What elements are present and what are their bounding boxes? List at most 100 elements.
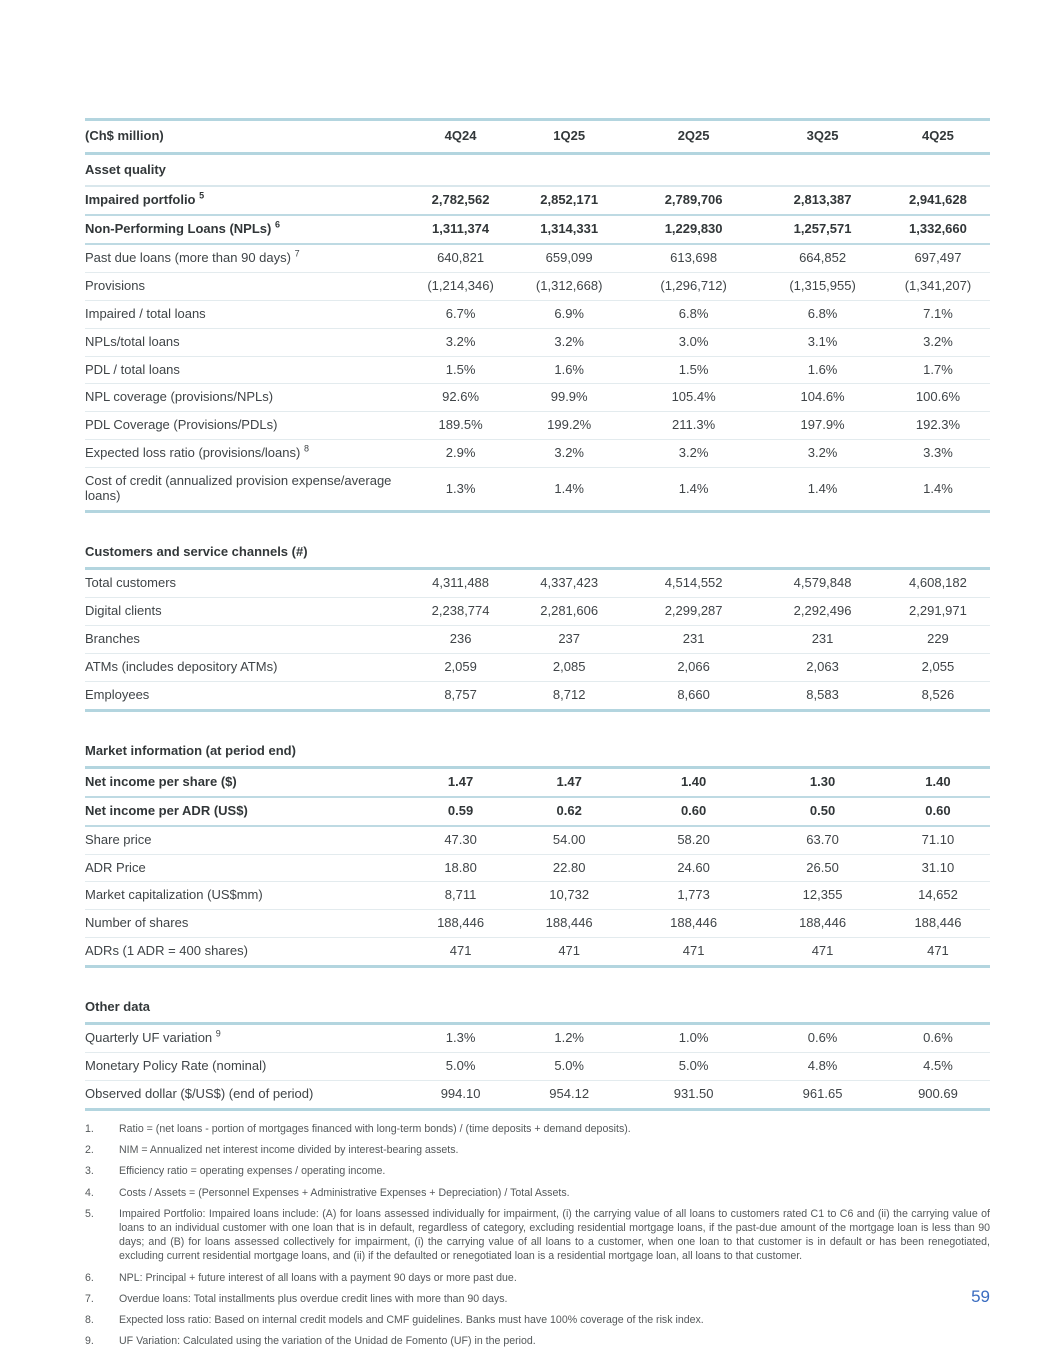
table-row: Provisions (1,214,346) (1,312,668) (1,296,7… bbox=[85, 272, 990, 301]
cell-value: 1.6% bbox=[510, 356, 628, 385]
table-row: Employees 8,757 8,712 8,660 8,583 8,526 bbox=[85, 681, 990, 712]
cell-value: 0.50 bbox=[759, 796, 886, 827]
cell-value: 31.10 bbox=[885, 854, 990, 883]
row-label: Impaired / total loans bbox=[85, 300, 411, 329]
cell-value: 231 bbox=[759, 625, 886, 654]
footnote: 1. Ratio = (net loans - portion of mortga… bbox=[85, 1122, 990, 1136]
table-row: Total customers 4,311,488 4,337,423 4,514,5… bbox=[85, 568, 990, 598]
table-row: Quarterly UF variation 9 1.3% 1.2% 1.0% 0.6%… bbox=[85, 1023, 990, 1054]
row-label: ADR Price bbox=[85, 854, 411, 883]
cell-value: 1,332,660 bbox=[885, 214, 990, 245]
cell-value: 12,355 bbox=[759, 881, 886, 911]
cell-value: 24.60 bbox=[628, 854, 760, 883]
cell-value: 199.2% bbox=[510, 411, 628, 441]
section-title-row: Customers and service channels (#) bbox=[85, 537, 990, 571]
cell-value: 58.20 bbox=[628, 825, 760, 855]
footnote-text: Ratio = (net loans - portion of mortgage… bbox=[119, 1123, 631, 1135]
cell-value: 6.9% bbox=[510, 300, 628, 329]
row-label-text: Past due loans (more than 90 days) bbox=[85, 249, 291, 265]
cell-value: 1.47 bbox=[510, 767, 628, 798]
footnote-text: Impaired Portfolio: Impaired loans inclu… bbox=[119, 1207, 990, 1263]
row-label: Share price bbox=[85, 825, 411, 855]
cell-value: 54.00 bbox=[510, 825, 628, 855]
cell-value: 7.1% bbox=[885, 300, 990, 329]
cell-value: 0.60 bbox=[628, 796, 760, 827]
cell-value: 2,291,971 bbox=[885, 597, 990, 626]
row-label: Market capitalization (US$mm) bbox=[85, 881, 411, 911]
footnotes-list: 1. Ratio = (net loans - portion of mortga… bbox=[85, 1122, 990, 1348]
footnote-ref: 7 bbox=[294, 248, 300, 259]
row-label-text: Branches bbox=[85, 630, 140, 646]
row-label-text: Impaired portfolio bbox=[85, 191, 196, 207]
cell-value: 3.2% bbox=[628, 439, 760, 469]
cell-value: 0.60 bbox=[885, 796, 990, 827]
cell-value: 71.10 bbox=[885, 825, 990, 855]
cell-value: 105.4% bbox=[628, 383, 760, 413]
row-label: Provisions bbox=[85, 272, 411, 301]
cell-value: 4,579,848 bbox=[759, 568, 886, 598]
cell-value: 14,652 bbox=[885, 881, 990, 911]
table-row: Past due loans (more than 90 days) 7 640,… bbox=[85, 243, 990, 273]
cell-value: 1.30 bbox=[759, 767, 886, 798]
cell-value: 1,311,374 bbox=[410, 214, 511, 245]
cell-value: 1.0% bbox=[628, 1023, 760, 1054]
footnote-text: Expected loss ratio: Based on internal c… bbox=[119, 1313, 704, 1326]
row-label: PDL Coverage (Provisions/PDLs) bbox=[85, 411, 411, 441]
cell-value: 0.6% bbox=[885, 1023, 990, 1054]
cell-value: 3.1% bbox=[759, 328, 886, 357]
cell-value: 92.6% bbox=[410, 383, 511, 413]
cell-value: 3.2% bbox=[410, 328, 511, 357]
footnote-number: 9. bbox=[85, 1335, 94, 1348]
table-row: Impaired portfolio 5 2,782,562 2,852,171 2,… bbox=[85, 185, 990, 216]
row-label-text: Observed dollar ($/US$) (end of period) bbox=[85, 1086, 314, 1102]
cell-value: 5.0% bbox=[410, 1052, 511, 1082]
cell-value: 8,526 bbox=[885, 681, 990, 712]
row-label: Expected loss ratio (provisions/loans) 8 bbox=[85, 439, 411, 469]
footnote-ref: 5 bbox=[199, 190, 205, 201]
cell-value: 1,229,830 bbox=[628, 214, 760, 245]
row-label-text: ATMs (includes depository ATMs) bbox=[85, 658, 278, 674]
cell-value: (1,315,955) bbox=[759, 272, 886, 301]
cell-value: 3.2% bbox=[510, 328, 628, 357]
cell-value: 3.3% bbox=[885, 439, 990, 469]
row-label-text: Monetary Policy Rate (nominal) bbox=[85, 1058, 267, 1074]
section-spacer bbox=[85, 710, 990, 736]
cell-value: 188,446 bbox=[885, 909, 990, 939]
table-row: Impaired / total loans 6.7% 6.9% 6.8% 6.8% 7.… bbox=[85, 300, 990, 329]
cell-value: 2,281,606 bbox=[510, 597, 628, 626]
footnote: 3. Efficiency ratio = operating expenses … bbox=[85, 1164, 990, 1178]
row-label: Cost of credit (annualized provision exp… bbox=[85, 467, 411, 514]
cell-value: 8,583 bbox=[759, 681, 886, 712]
cell-value: 1.40 bbox=[885, 767, 990, 798]
cell-value: (1,214,346) bbox=[410, 272, 511, 301]
footnote-number: 6. bbox=[85, 1271, 94, 1284]
footnote-number: 3. bbox=[85, 1165, 94, 1178]
cell-value: 640,821 bbox=[410, 243, 511, 273]
cell-value: 8,712 bbox=[510, 681, 628, 712]
row-label: Non-Performing Loans (NPLs) 6 bbox=[85, 214, 411, 245]
footnote-ref: 8 bbox=[303, 443, 309, 454]
row-label: ATMs (includes depository ATMs) bbox=[85, 653, 411, 682]
page-number: 59 bbox=[971, 1287, 990, 1306]
cell-value: 237 bbox=[510, 625, 628, 654]
cell-value: 192.3% bbox=[885, 411, 990, 441]
row-label: Digital clients bbox=[85, 597, 411, 626]
table-row: Number of shares 188,446 188,446 188,446 188… bbox=[85, 909, 990, 939]
cell-value: 3.2% bbox=[885, 328, 990, 357]
cell-value: 10,732 bbox=[510, 881, 628, 911]
cell-value: (1,312,668) bbox=[510, 272, 628, 301]
row-label-text: ADR Price bbox=[85, 859, 146, 875]
cell-value: 1.4% bbox=[885, 467, 990, 514]
row-label: Past due loans (more than 90 days) 7 bbox=[85, 243, 411, 273]
row-label: ADRs (1 ADR = 400 shares) bbox=[85, 937, 411, 969]
cell-value: 6.8% bbox=[628, 300, 760, 329]
cell-value: 2,063 bbox=[759, 653, 886, 682]
cell-value: 4,311,488 bbox=[410, 568, 511, 598]
row-label: Impaired portfolio 5 bbox=[85, 185, 411, 216]
table-row: Net income per share ($) 1.47 1.47 1.40 1.30… bbox=[85, 767, 990, 798]
cell-value: 5.0% bbox=[628, 1052, 760, 1082]
footnote: 5. Impaired Portfolio: Impaired loans inc… bbox=[85, 1207, 990, 1264]
cell-value: 100.6% bbox=[885, 383, 990, 413]
footnote-number: 1. bbox=[85, 1123, 94, 1135]
cell-value: 8,757 bbox=[410, 681, 511, 712]
